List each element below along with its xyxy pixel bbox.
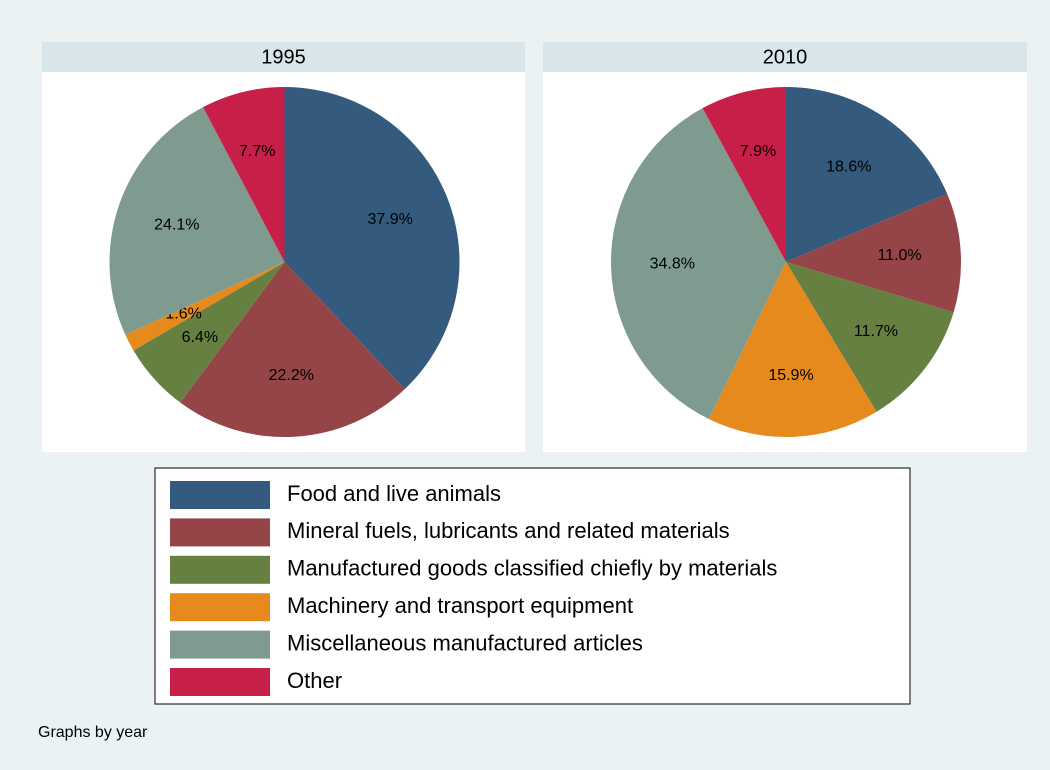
slice-label: 24.1% [154,217,199,234]
slice-label: 37.9% [367,211,412,228]
slice-label: 11.7% [854,323,898,340]
legend-swatch [170,555,270,584]
slice-label: 6.4% [182,329,218,346]
legend-box [154,467,911,705]
pie-slice [109,107,285,335]
pie-slice [203,87,285,262]
pie-slice [786,262,954,412]
legend-label: Food and live animals [287,481,501,506]
panel-header [543,42,1027,72]
slice-label: 34.8% [650,256,695,273]
legend-swatch [170,668,270,696]
legend-label: Other [287,668,342,693]
slice-label: 11.0% [877,247,921,264]
pie-slice [125,262,285,351]
note: Graphs by year [38,724,148,741]
pie-slice [180,262,405,437]
legend-label: Machinery and transport equipment [287,593,633,618]
panel-title: 2010 [763,46,808,68]
slice-label: 7.9% [740,143,776,160]
panel-title: 1995 [261,46,306,68]
legend-label: Mineral fuels, lubricants and related ma… [287,518,730,543]
pie-slice [284,87,460,390]
pie-slice [610,108,786,420]
pie-slice [786,87,948,262]
slice-label: 18.6% [826,158,871,175]
pie-slice [708,262,877,438]
slice-label: 15.9% [768,367,813,384]
pie-slice [133,262,285,403]
legend-swatch [170,593,270,622]
legend-swatch [170,630,270,659]
pie-slice [702,87,786,262]
slice-label: 7.7% [239,143,275,160]
legend-label: Miscellaneous manufactured articles [287,630,643,655]
slice-label: 22.2% [269,367,314,384]
panel-header [42,42,525,72]
pie-slice [786,193,962,313]
legend-swatch [170,518,270,547]
legend-swatch [170,481,270,509]
legend-label: Manufactured goods classified chiefly by… [287,556,777,581]
